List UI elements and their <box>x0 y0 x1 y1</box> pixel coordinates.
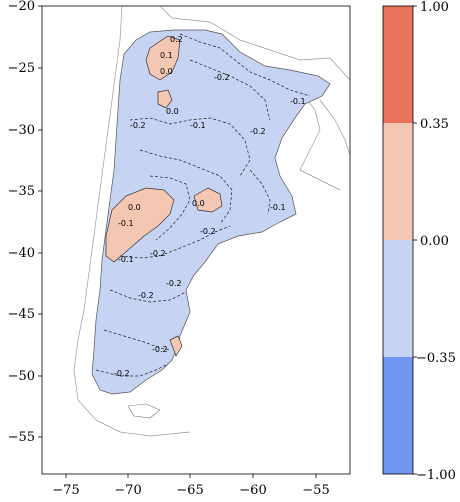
contour-label: 0.0 <box>166 107 179 116</box>
y-tick-label: −25 <box>8 61 35 76</box>
contour-label: 0.1 <box>160 51 173 60</box>
contour-label: -0.2 <box>214 73 230 82</box>
contour-label-group: 0.2 0.1 0.0 -0.2 0.0 -0.1 -0.2 -0.1 0.0 … <box>114 35 306 378</box>
colorbar-segment-bottom <box>383 357 413 474</box>
x-tick-label: −65 <box>176 483 203 498</box>
positive-region-west <box>105 187 175 263</box>
contour-label: -0.2 <box>114 369 130 378</box>
contour-label: -0.1 <box>118 255 134 264</box>
y-tick-label: −30 <box>8 123 35 138</box>
x-axis: −75 −70 −65 −60 −55 <box>52 474 330 498</box>
positive-region-north-small <box>157 89 173 109</box>
x-tick-label: −60 <box>239 483 266 498</box>
map-panel: 0.2 0.1 0.0 -0.2 0.0 -0.1 -0.2 -0.1 0.0 … <box>8 0 351 498</box>
contour-label: -0.1 <box>290 97 306 106</box>
brazil-border <box>299 99 350 191</box>
bolivia-border <box>159 6 350 81</box>
contour-label: 0.0 <box>160 67 173 76</box>
y-tick-label: −50 <box>8 369 35 384</box>
colorbar-tick-label: −0.35 <box>416 351 456 366</box>
contour-label: -0.1 <box>118 219 134 228</box>
tierra-del-fuego <box>127 403 161 419</box>
contour-label: 0.0 <box>192 199 205 208</box>
colorbar-segment-top <box>383 6 413 123</box>
colorbar-segment-lower <box>383 240 413 357</box>
positive-region-south <box>169 335 183 357</box>
chile-coast-outline <box>73 6 191 437</box>
colorbar-tick-label: 0.00 <box>420 234 449 249</box>
x-tick-label: −75 <box>52 483 79 498</box>
y-tick-label: −20 <box>8 0 35 14</box>
contour-label: -0.2 <box>138 291 154 300</box>
map-frame <box>41 5 351 475</box>
x-tick-label: −70 <box>114 483 141 498</box>
contour-label: -0.2 <box>152 345 168 354</box>
colorbar: 1.00 0.35 0.00 −0.35 −1.00 <box>382 0 456 483</box>
y-tick-label: −45 <box>8 307 35 322</box>
y-tick-label: −40 <box>8 246 35 261</box>
y-tick-label: −55 <box>8 430 35 445</box>
negative-contours <box>95 33 311 377</box>
positive-region-central <box>193 187 223 213</box>
y-tick-label: −35 <box>8 184 35 199</box>
x-tick-label: −55 <box>302 483 329 498</box>
colorbar-segment-upper <box>383 123 413 240</box>
contour-label: -0.2 <box>250 127 266 136</box>
positive-region-north <box>145 35 181 81</box>
contour-label: -0.2 <box>200 227 216 236</box>
contour-label: -0.2 <box>130 121 146 130</box>
y-axis: −20 −25 −30 −35 −40 −45 −50 −55 <box>8 0 42 445</box>
contour-label: -0.1 <box>190 121 206 130</box>
contour-label: 0.2 <box>170 35 183 44</box>
contour-label: -0.1 <box>270 203 286 212</box>
contour-label: -0.2 <box>166 279 182 288</box>
contour-label: 0.0 <box>128 203 141 212</box>
colorbar-tick-label: 0.35 <box>420 117 449 132</box>
colorbar-tick-label: 1.00 <box>420 0 449 15</box>
colorbar-tick-label: −1.00 <box>416 468 456 483</box>
contour-label: -0.2 <box>150 249 166 258</box>
